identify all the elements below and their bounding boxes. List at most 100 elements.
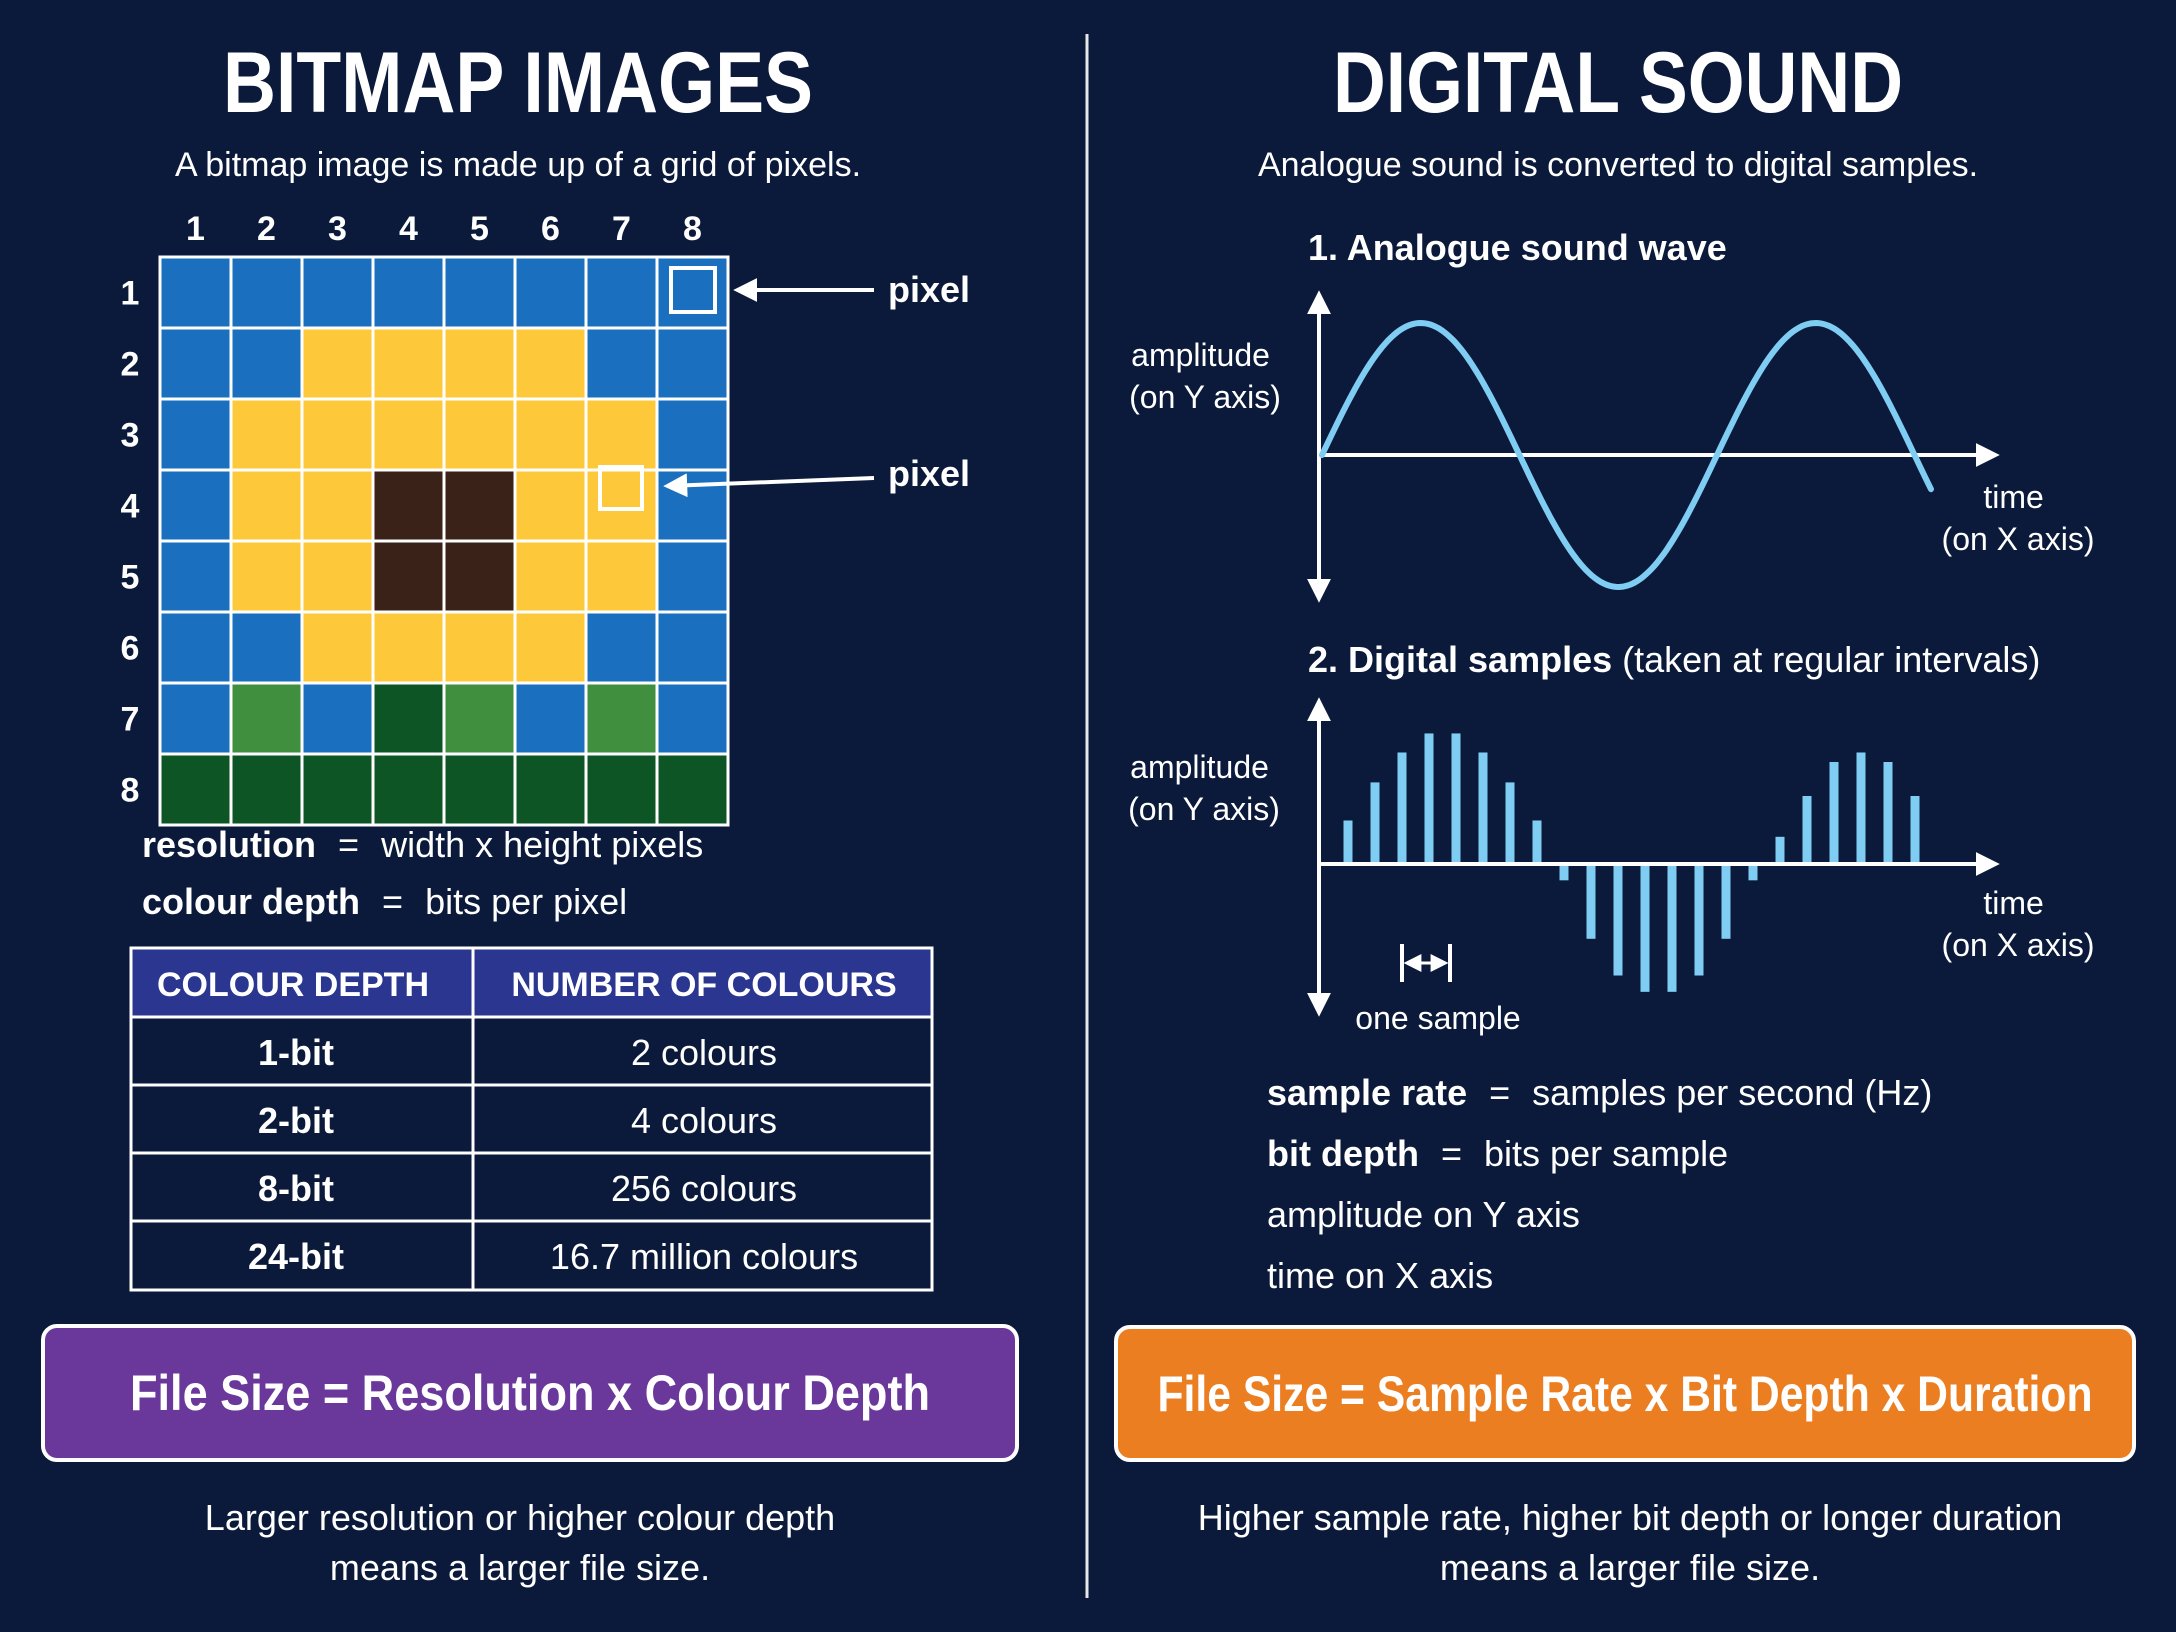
sample-bar — [1667, 864, 1677, 992]
grid-row-label: 7 — [121, 701, 140, 739]
wave-x-label: time (on X axis) — [1942, 479, 2095, 557]
sample-rate-equals: = — [1489, 1072, 1510, 1113]
grid-pixel — [158, 468, 233, 543]
samples-heading-rest: (taken at regular intervals) — [1622, 639, 2040, 680]
pixel-highlight-1 — [669, 266, 717, 314]
grid-pixel — [584, 610, 659, 685]
table-header-background — [131, 948, 932, 1017]
grid-pixel — [300, 539, 375, 614]
grid-pixel — [158, 326, 233, 401]
sample-rate-term: sample rate — [1267, 1072, 1467, 1113]
grid-pixel — [229, 255, 304, 330]
grid-pixel — [158, 539, 233, 614]
sample-bar — [1586, 864, 1596, 939]
samples-y-label-line-1: amplitude — [1130, 749, 1269, 785]
resolution-definition: resolution = width x height pixels — [142, 824, 703, 865]
sample-bar — [1883, 762, 1893, 864]
grid-pixel — [300, 681, 375, 756]
grid-pixel — [442, 326, 517, 401]
grid-column-label: 4 — [399, 210, 418, 248]
grid-pixel — [655, 326, 730, 401]
grid-pixel — [584, 681, 659, 756]
grid-pixel — [371, 326, 446, 401]
grid-pixel — [300, 326, 375, 401]
grid-pixel — [229, 397, 304, 472]
grid-pixel — [158, 681, 233, 756]
table-cell-colours: 4 colours — [631, 1100, 777, 1141]
grid-pixel — [513, 255, 588, 330]
image-file-size-formula: File Size = Resolution x Colour Depth — [130, 1365, 930, 1421]
pixel-label-1: pixel — [888, 269, 970, 310]
pixel-highlight-2 — [598, 465, 644, 511]
grid-pixel — [584, 397, 659, 472]
grid-pixel — [655, 397, 730, 472]
grid-pixel — [584, 255, 659, 330]
grid-pixel — [513, 397, 588, 472]
samples-heading: 2. Digital samples (taken at regular int… — [1308, 639, 2040, 680]
pixel-arrow-2 — [663, 473, 875, 498]
grid-pixel — [442, 468, 517, 543]
grid-pixel — [229, 681, 304, 756]
grid-pixel — [371, 539, 446, 614]
grid-column-labels: 1 2 3 4 5 6 7 8 — [186, 210, 702, 248]
samples-x-label-line-2: (on X axis) — [1942, 927, 2095, 963]
wave-x-label-line-1: time — [1983, 479, 2043, 515]
sample-bar — [1613, 864, 1623, 976]
bit-depth-term: bit depth — [1267, 1133, 1419, 1174]
grid-pixel — [371, 255, 446, 330]
sample-bar — [1640, 864, 1650, 992]
pixel-grid — [158, 255, 730, 827]
time-axis-note: time on X axis — [1267, 1255, 1493, 1296]
left-title: BITMAP IMAGES — [223, 35, 813, 131]
grid-pixel — [513, 681, 588, 756]
table-cell-depth: 2-bit — [258, 1100, 334, 1141]
grid-pixel — [371, 610, 446, 685]
grid-pixel — [655, 681, 730, 756]
sample-bar — [1397, 752, 1407, 864]
sample-bar — [1802, 796, 1812, 864]
grid-column-label: 3 — [328, 210, 347, 248]
grid-pixel — [300, 468, 375, 543]
sample-bar — [1748, 864, 1758, 881]
one-sample-marker — [1400, 944, 1452, 982]
sample-bar — [1343, 820, 1353, 864]
grid-pixel — [442, 681, 517, 756]
grid-pixel — [371, 752, 446, 827]
grid-pixel — [655, 539, 730, 614]
resolution-def: width x height pixels — [380, 824, 703, 865]
table-cell-colours: 16.7 million colours — [550, 1236, 858, 1277]
grid-row-label: 5 — [121, 559, 140, 597]
table-cell-colours: 2 colours — [631, 1032, 777, 1073]
grid-pixel — [229, 326, 304, 401]
table-header-number-of-colours: NUMBER OF COLOURS — [511, 966, 896, 1004]
sample-rate-def: samples per second (Hz) — [1532, 1072, 1932, 1113]
sample-bar — [1721, 864, 1731, 939]
sample-bar — [1856, 752, 1866, 864]
grid-pixel — [442, 610, 517, 685]
grid-pixel — [442, 752, 517, 827]
digital-sample-bars — [1343, 733, 1920, 992]
grid-row-label: 6 — [121, 630, 140, 668]
grid-pixel — [442, 539, 517, 614]
grid-pixel — [655, 610, 730, 685]
image-footer-line-2: means a larger file size. — [330, 1547, 710, 1588]
image-footer-line-1: Larger resolution or higher colour depth — [205, 1497, 835, 1538]
grid-pixel — [300, 752, 375, 827]
grid-pixel — [513, 752, 588, 827]
grid-pixel — [229, 610, 304, 685]
grid-pixel — [513, 610, 588, 685]
colour-depth-equals: = — [382, 881, 403, 922]
wave-x-label-line-2: (on X axis) — [1942, 521, 2095, 557]
resolution-term: resolution — [142, 824, 316, 865]
grid-pixel — [158, 610, 233, 685]
grid-pixel — [229, 468, 304, 543]
sample-bar — [1451, 733, 1461, 864]
sample-bar — [1910, 796, 1920, 864]
sample-bar — [1775, 836, 1785, 864]
analogue-heading: 1. Analogue sound wave — [1308, 227, 1727, 268]
grid-pixel — [371, 681, 446, 756]
grid-pixel — [584, 539, 659, 614]
sound-footer-line-1: Higher sample rate, higher bit depth or … — [1198, 1497, 2063, 1538]
colour-depth-def: bits per pixel — [425, 881, 627, 922]
